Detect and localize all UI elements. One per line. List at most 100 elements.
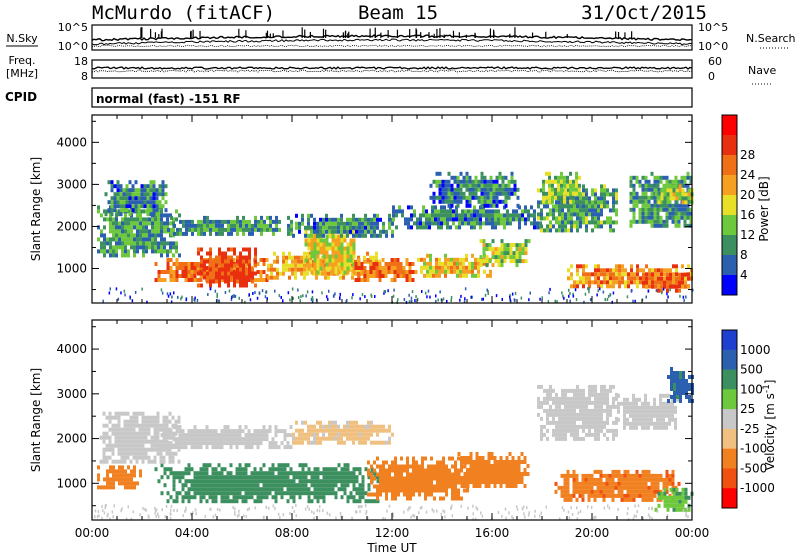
heatmap-cell xyxy=(563,179,566,184)
heatmap-cell xyxy=(244,437,248,442)
heatmap-cell xyxy=(612,276,615,281)
heatmap-cell xyxy=(486,273,489,278)
heatmap-cell xyxy=(376,499,380,504)
heatmap-cell xyxy=(218,251,221,256)
heatmap-cell xyxy=(238,441,242,446)
heatmap-cell xyxy=(265,495,269,500)
heatmap-cell xyxy=(576,388,579,393)
heatmap-cell xyxy=(406,496,409,501)
heatmap-cell xyxy=(540,436,543,441)
heatmap-cell xyxy=(124,473,127,478)
heatmap-cell xyxy=(457,456,460,461)
heatmap-cell xyxy=(357,258,361,262)
heatmap-cell xyxy=(396,262,400,266)
heatmap-cell xyxy=(666,292,668,296)
heatmap-cell xyxy=(487,452,491,456)
heatmap-cell xyxy=(166,292,169,296)
heatmap-cell xyxy=(629,223,633,228)
heatmap-cell xyxy=(653,223,657,228)
heatmap-cell xyxy=(307,221,310,226)
heatmap-cell xyxy=(217,475,221,480)
heatmap-cell xyxy=(392,294,395,298)
heatmap-cell xyxy=(178,471,182,476)
heatmap-cell xyxy=(340,217,343,222)
heatmap-cell xyxy=(600,284,603,289)
heatmap-cell xyxy=(572,469,576,474)
heatmap-cell xyxy=(503,251,507,256)
heatmap-cell xyxy=(390,262,394,266)
heatmap-cell xyxy=(487,464,491,468)
heatmap-cell xyxy=(439,460,442,465)
heatmap-cell xyxy=(626,485,630,490)
heatmap-cell xyxy=(129,415,133,420)
heatmap-cell xyxy=(199,441,203,446)
heatmap-cell xyxy=(615,200,618,205)
heatmap-cell xyxy=(604,298,606,302)
heatmap-cell xyxy=(451,484,454,489)
heatmap-cell xyxy=(112,465,115,470)
heatmap-cell xyxy=(675,280,678,285)
heatmap-cell xyxy=(468,179,472,184)
heatmap-cell xyxy=(137,208,141,213)
heatmap-cell xyxy=(361,487,365,492)
heatmap-cell xyxy=(390,258,394,262)
heatmap-cell xyxy=(454,492,457,497)
heatmap-cell xyxy=(567,220,570,225)
heatmap-cell xyxy=(172,262,176,266)
heatmap-cell xyxy=(606,204,609,209)
heatmap-cell xyxy=(124,233,127,238)
heatmap-cell xyxy=(381,266,385,270)
heatmap-cell xyxy=(479,221,482,226)
heatmap-cell xyxy=(385,488,388,493)
heatmap-cell xyxy=(166,270,170,274)
heatmap-cell xyxy=(567,196,570,201)
heatmap-cell xyxy=(465,175,469,180)
heatmap-cell xyxy=(567,428,570,433)
heatmap-cell xyxy=(588,408,591,413)
power-colorbar-segment xyxy=(722,235,737,256)
heatmap-cell xyxy=(248,259,251,264)
heatmap-cell xyxy=(430,480,433,485)
heatmap-cell xyxy=(564,432,567,437)
heatmap-cell xyxy=(152,180,156,185)
heatmap-cell xyxy=(250,433,254,438)
heatmap-cell xyxy=(223,479,227,484)
heatmap-cell xyxy=(546,216,549,221)
heatmap-cell xyxy=(117,447,121,452)
heatmap-cell xyxy=(331,487,335,492)
heatmap-cell xyxy=(481,476,485,480)
heatmap-cell xyxy=(470,217,473,222)
heatmap-cell xyxy=(629,183,633,188)
heatmap-cell xyxy=(245,223,248,228)
heatmap-cell xyxy=(498,171,502,176)
heatmap-cell xyxy=(464,221,467,226)
heatmap-cell xyxy=(393,278,397,282)
heatmap-cell xyxy=(572,191,575,196)
heatmap-cell xyxy=(579,220,582,225)
heatmap-cell xyxy=(470,213,473,218)
heatmap-cell xyxy=(597,268,600,273)
heatmap-cell xyxy=(612,228,615,233)
heatmap-cell xyxy=(230,219,233,224)
heatmap-cell xyxy=(430,492,433,497)
heatmap-cell xyxy=(247,278,251,282)
heatmap-cell xyxy=(175,245,178,250)
heatmap-cell xyxy=(609,208,612,213)
heatmap-cell xyxy=(346,233,349,238)
heatmap-cell xyxy=(146,200,150,205)
heatmap-cell xyxy=(147,459,151,464)
heatmap-cell xyxy=(488,243,492,248)
heatmap-cell xyxy=(483,253,486,258)
heatmap-cell xyxy=(339,292,341,296)
heatmap-cell xyxy=(483,175,487,180)
heatmap-cell xyxy=(567,400,570,405)
heatmap-cell xyxy=(489,175,493,180)
heatmap-cell xyxy=(126,435,130,440)
heatmap-cell xyxy=(572,199,575,204)
heatmap-cell xyxy=(591,220,594,225)
heatmap-cell xyxy=(236,267,239,272)
heatmap-cell xyxy=(561,220,564,225)
heatmap-cell xyxy=(193,471,197,476)
heatmap-cell xyxy=(130,241,133,246)
heatmap-cell xyxy=(615,280,618,285)
